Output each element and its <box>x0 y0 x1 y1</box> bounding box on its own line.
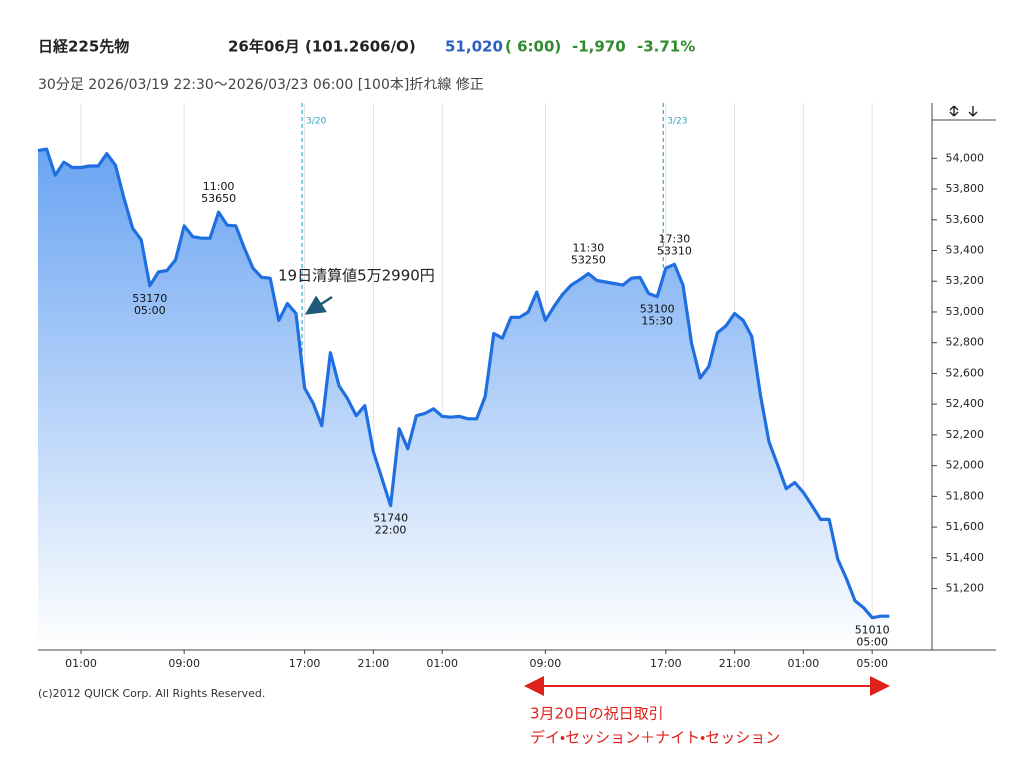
y-tick-label: 51,400 <box>946 551 985 564</box>
change-pct: -3.71% <box>637 38 695 56</box>
y-tick-label: 53,000 <box>946 305 985 318</box>
x-tick-label: 05:00 <box>856 657 888 670</box>
line <box>37 147 890 620</box>
down-icon[interactable] <box>968 106 978 117</box>
contract: 26年06月 (101.2606/O) <box>228 38 416 56</box>
x-tick-label: 17:00 <box>289 657 321 670</box>
subtitle: 30分足 2026/03/19 22:30～2026/03/23 06:00 [… <box>38 77 484 93</box>
y-tick-label: 52,800 <box>946 336 985 349</box>
y-tick-label: 51,200 <box>946 582 985 595</box>
x-tick-label: 17:00 <box>650 657 682 670</box>
date-marker-label: 3/23 <box>667 117 687 127</box>
callout: 19日清算値5万2990円 <box>278 267 435 285</box>
plot-area <box>37 103 890 650</box>
price-time: ( 6:00) <box>505 38 561 56</box>
y-tick-label: 52,400 <box>946 397 985 410</box>
y-tick-label: 52,000 <box>946 459 985 472</box>
y-tick-label: 51,600 <box>946 520 985 533</box>
y-tick-label: 53,400 <box>946 244 985 257</box>
annotation-value: 51740 <box>373 512 408 525</box>
annotation-time: 15:30 <box>641 315 673 328</box>
note-line: デイ・セッション＋ナイト・セッション <box>530 729 780 747</box>
y-tick-label: 53,200 <box>946 274 985 287</box>
annotation-value: 53100 <box>640 303 675 316</box>
y-tick-label: 53,600 <box>946 213 985 226</box>
x-tick-label: 01:00 <box>426 657 458 670</box>
callout-arrow <box>304 295 333 315</box>
y-tick-label: 52,200 <box>946 428 985 441</box>
annotation-time: 17:30 <box>659 232 691 245</box>
annotation-value: 53250 <box>571 254 606 267</box>
annotation-time: 22:00 <box>375 524 407 537</box>
annotation-time: 11:30 <box>573 242 605 255</box>
x-tick-label: 01:00 <box>65 657 97 670</box>
annotation-value: 51010 <box>855 624 890 637</box>
annotation-value: 53170 <box>132 292 167 305</box>
annotation-time: 05:00 <box>134 304 166 317</box>
x-tick-label: 21:00 <box>358 657 390 670</box>
x-tick-label: 09:00 <box>530 657 562 670</box>
instrument-name: 日経225先物 <box>38 38 129 56</box>
x-tick-label: 09:00 <box>168 657 200 670</box>
price: 51,020 <box>445 38 503 56</box>
area <box>38 149 890 650</box>
annotation-value: 53310 <box>657 244 692 257</box>
copyright: (c)2012 QUICK Corp. All Rights Reserved. <box>38 687 265 700</box>
y-tick-label: 53,800 <box>946 182 985 195</box>
annotation-time: 05:00 <box>856 636 888 649</box>
annotation-value: 53650 <box>201 192 236 205</box>
expand-icon[interactable] <box>949 105 959 117</box>
x-tick-label: 01:00 <box>788 657 820 670</box>
scroll-icons[interactable] <box>949 105 978 117</box>
note-line: 3月20日の祝日取引 <box>530 705 664 723</box>
change: -1,970 <box>572 38 626 56</box>
y-tick-label: 51,800 <box>946 489 985 502</box>
y-tick-label: 52,600 <box>946 366 985 379</box>
x-tick-label: 21:00 <box>719 657 751 670</box>
date-marker-label: 3/20 <box>306 117 326 127</box>
y-tick-label: 54,000 <box>946 151 985 164</box>
annotation-time: 11:00 <box>203 180 235 193</box>
